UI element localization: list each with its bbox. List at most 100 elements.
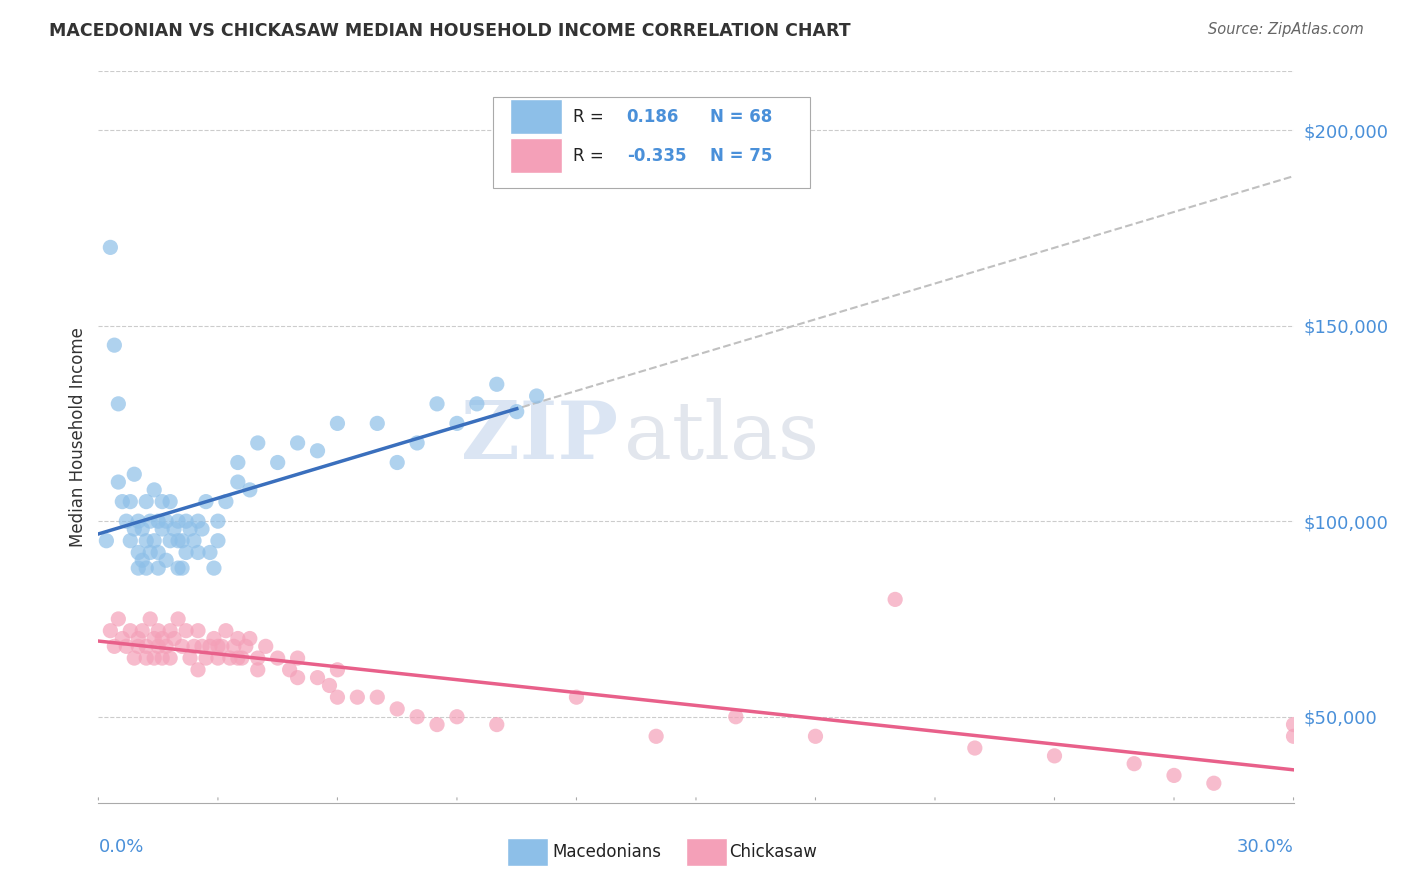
Point	[135, 640, 157, 654]
Point	[804, 729, 827, 743]
Point	[124, 651, 146, 665]
Point	[235, 640, 257, 654]
Point	[207, 651, 229, 665]
Point	[159, 533, 181, 548]
Point	[187, 663, 209, 677]
Point	[124, 467, 146, 482]
Text: Macedonians: Macedonians	[553, 843, 662, 861]
Point	[127, 561, 149, 575]
Point	[485, 377, 508, 392]
Point	[127, 545, 149, 559]
Point	[246, 436, 269, 450]
Point	[198, 545, 221, 559]
Point	[159, 624, 181, 638]
Point	[127, 632, 149, 646]
Point	[267, 456, 290, 470]
Point	[172, 533, 194, 548]
Point	[207, 514, 229, 528]
Point	[127, 514, 149, 528]
Point	[226, 632, 249, 646]
Point	[120, 624, 142, 638]
Point	[231, 651, 253, 665]
Point	[366, 690, 388, 705]
Point	[326, 417, 349, 431]
Point	[139, 612, 162, 626]
Point	[163, 632, 186, 646]
Point	[150, 494, 173, 508]
Point	[174, 514, 197, 528]
Point	[107, 397, 129, 411]
Point	[115, 514, 138, 528]
Point	[155, 553, 177, 567]
Point	[135, 561, 157, 575]
Point	[120, 533, 142, 548]
Point	[148, 561, 170, 575]
Point	[1282, 729, 1305, 743]
Point	[155, 514, 177, 528]
Point	[135, 533, 157, 548]
Point	[96, 533, 118, 548]
Point	[426, 717, 449, 731]
Point	[103, 338, 125, 352]
Point	[172, 561, 194, 575]
Y-axis label: Median Household Income: Median Household Income	[69, 327, 87, 547]
Point	[1202, 776, 1225, 790]
Point	[239, 483, 262, 497]
Text: Source: ZipAtlas.com: Source: ZipAtlas.com	[1208, 22, 1364, 37]
Text: Chickasaw: Chickasaw	[730, 843, 817, 861]
Point	[143, 533, 166, 548]
Point	[406, 710, 429, 724]
Text: atlas: atlas	[624, 398, 820, 476]
Point	[326, 663, 349, 677]
Point	[287, 651, 309, 665]
Point	[287, 671, 309, 685]
Point	[1043, 748, 1066, 763]
Point	[183, 533, 205, 548]
Point	[207, 640, 229, 654]
Point	[485, 717, 508, 731]
Point	[167, 561, 190, 575]
Point	[150, 651, 173, 665]
Point	[202, 561, 225, 575]
Text: -0.335: -0.335	[627, 147, 686, 165]
Point	[1282, 717, 1305, 731]
Point	[148, 624, 170, 638]
Point	[346, 690, 368, 705]
Text: MACEDONIAN VS CHICKASAW MEDIAN HOUSEHOLD INCOME CORRELATION CHART: MACEDONIAN VS CHICKASAW MEDIAN HOUSEHOLD…	[49, 22, 851, 40]
Point	[143, 651, 166, 665]
Text: ZIP: ZIP	[461, 398, 619, 476]
Point	[174, 624, 197, 638]
Point	[103, 640, 125, 654]
Point	[278, 663, 301, 677]
FancyBboxPatch shape	[509, 138, 562, 173]
Point	[179, 651, 201, 665]
Point	[131, 553, 153, 567]
Point	[211, 640, 233, 654]
Point	[120, 494, 142, 508]
Point	[526, 389, 548, 403]
Text: R =: R =	[572, 147, 603, 165]
Point	[506, 404, 529, 418]
Point	[183, 640, 205, 654]
Point	[446, 417, 468, 431]
Point	[226, 475, 249, 489]
Point	[215, 494, 238, 508]
Point	[163, 522, 186, 536]
Point	[1163, 768, 1185, 782]
Point	[963, 741, 986, 756]
Point	[159, 651, 181, 665]
Point	[426, 397, 449, 411]
Point	[222, 640, 245, 654]
Point	[724, 710, 747, 724]
Point	[187, 624, 209, 638]
Text: 30.0%: 30.0%	[1237, 838, 1294, 856]
Point	[385, 456, 409, 470]
Point	[139, 545, 162, 559]
Text: N = 68: N = 68	[710, 109, 772, 127]
Point	[107, 475, 129, 489]
Point	[127, 640, 149, 654]
Point	[326, 690, 349, 705]
Point	[1123, 756, 1146, 771]
Point	[148, 640, 170, 654]
Point	[645, 729, 668, 743]
